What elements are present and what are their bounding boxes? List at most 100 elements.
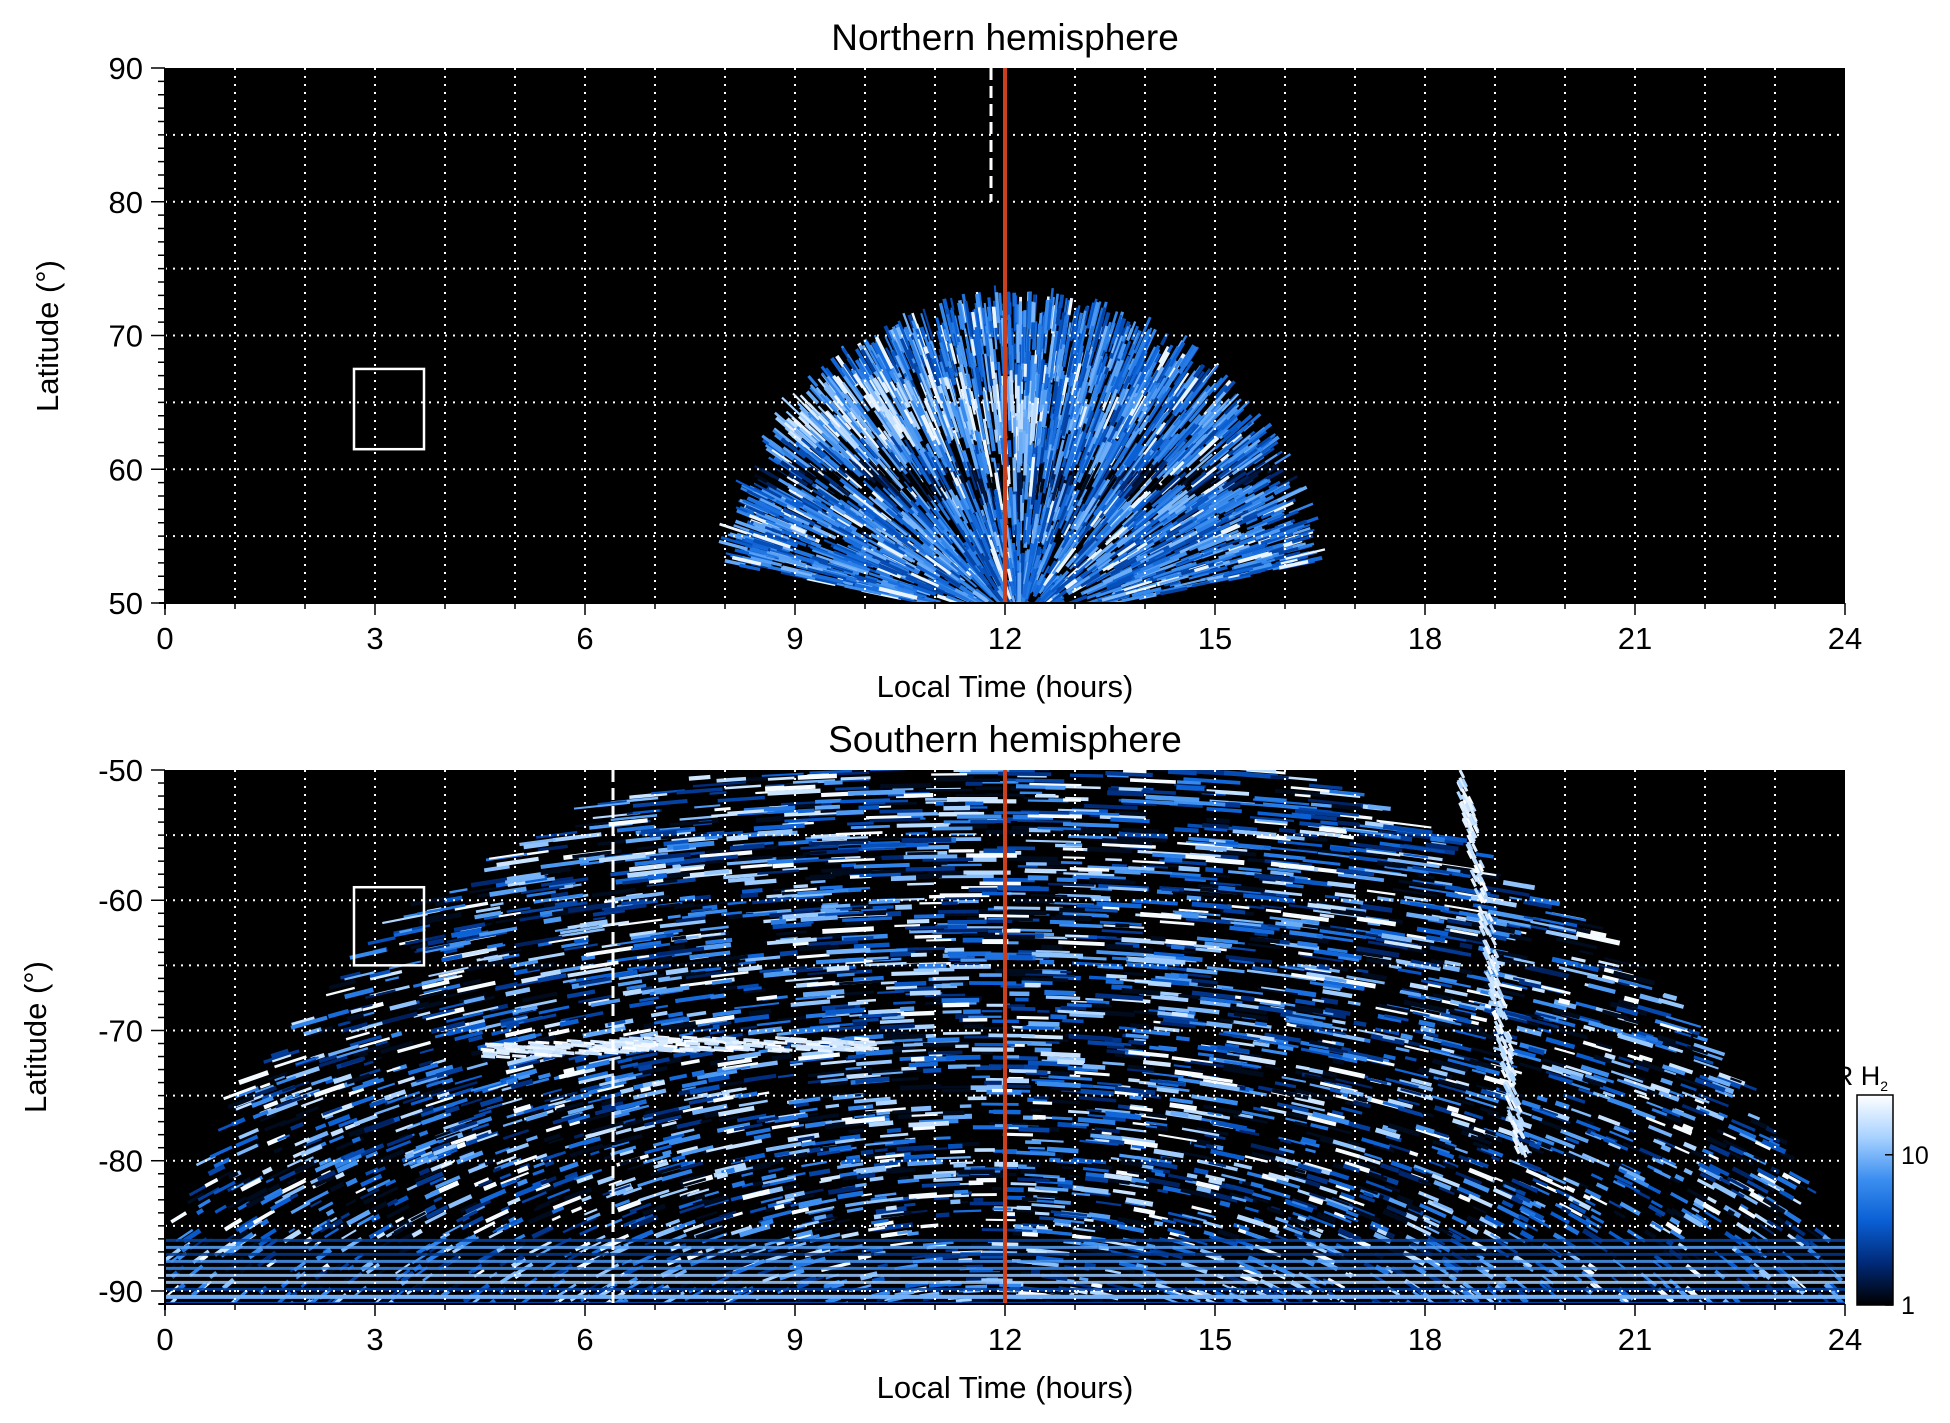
emission-streak — [259, 1113, 277, 1123]
emission-streak — [1084, 1262, 1096, 1269]
emission-streak — [1215, 529, 1239, 542]
emission-streak — [1206, 966, 1245, 974]
emission-streak — [1676, 1306, 1681, 1311]
emission-streak — [1046, 380, 1052, 402]
emission-streak — [1128, 350, 1148, 386]
emission-streak — [1281, 1076, 1307, 1083]
emission-streak — [710, 993, 726, 1000]
emission-streak — [1023, 433, 1029, 476]
emission-streak — [1040, 315, 1046, 352]
emission-streak — [1046, 528, 1056, 546]
emission-streak — [1388, 964, 1402, 970]
emission-streak — [1041, 944, 1063, 951]
emission-streak — [1058, 785, 1101, 790]
emission-streak — [1080, 381, 1090, 405]
emission-streak — [997, 400, 1005, 437]
emission-streak — [1007, 440, 1012, 458]
emission-streak — [1297, 1215, 1307, 1222]
emission-streak — [894, 585, 914, 594]
emission-streak — [806, 939, 859, 947]
emission-streak — [1131, 405, 1151, 436]
emission-streak — [958, 1338, 973, 1340]
emission-streak — [833, 394, 845, 407]
emission-streak — [794, 571, 816, 581]
emission-streak — [633, 1377, 636, 1380]
emission-streak — [855, 402, 882, 436]
emission-streak — [638, 1189, 670, 1202]
emission-streak — [1210, 1149, 1245, 1161]
emission-streak — [1267, 510, 1299, 526]
emission-streak — [1231, 495, 1267, 516]
emission-streak — [1022, 481, 1025, 503]
emission-streak — [1082, 515, 1111, 549]
emission-streak — [899, 424, 912, 440]
emission-streak — [1106, 568, 1141, 585]
emission-streak — [1119, 577, 1143, 589]
emission-streak — [345, 1031, 370, 1041]
emission-streak — [476, 1133, 498, 1143]
emission-streak — [840, 366, 856, 387]
emission-streak — [780, 460, 814, 485]
emission-streak — [895, 384, 907, 403]
emission-streak — [768, 442, 786, 456]
emission-streak — [1786, 1308, 1790, 1313]
emission-streak — [1436, 1149, 1455, 1160]
emission-streak — [246, 1415, 247, 1420]
emission-streak — [543, 916, 562, 925]
emission-streak — [1058, 374, 1066, 398]
emission-streak — [876, 463, 889, 477]
emission-streak — [794, 554, 819, 565]
emission-streak — [846, 1368, 855, 1374]
emission-streak — [888, 1046, 916, 1053]
emission-streak — [1058, 294, 1065, 309]
emission-streak — [794, 548, 815, 559]
emission-streak — [1207, 1382, 1213, 1389]
emission-streak — [888, 408, 905, 433]
emission-streak — [1326, 1112, 1345, 1121]
emission-streak — [897, 496, 911, 510]
emission-streak — [809, 429, 830, 449]
emission-streak — [1148, 1009, 1166, 1013]
emission-streak — [738, 1099, 768, 1108]
emission-streak — [739, 563, 761, 572]
emission-streak — [729, 1319, 741, 1326]
emission-streak — [1097, 425, 1110, 446]
emission-streak — [1561, 1150, 1577, 1160]
emission-streak — [1279, 519, 1308, 533]
emission-streak — [1213, 384, 1228, 400]
emission-streak — [1156, 571, 1181, 582]
emission-streak — [1524, 964, 1570, 979]
emission-streak — [888, 399, 906, 428]
emission-streak — [961, 293, 972, 337]
emission-streak — [1037, 609, 1059, 616]
emission-streak — [937, 518, 950, 533]
emission-streak — [976, 453, 989, 491]
emission-streak — [400, 1108, 423, 1120]
emission-streak — [850, 529, 866, 541]
emission-streak — [1543, 1341, 1548, 1347]
emission-streak — [820, 462, 834, 475]
emission-streak — [1102, 396, 1120, 430]
emission-streak — [937, 606, 962, 611]
emission-streak — [717, 795, 765, 803]
emission-streak — [989, 388, 995, 412]
emission-streak — [801, 1160, 828, 1168]
emission-streak — [1713, 1416, 1715, 1423]
emission-streak — [1123, 523, 1153, 546]
emission-streak — [898, 546, 925, 564]
emission-streak — [1067, 297, 1074, 316]
emission-streak — [1188, 534, 1204, 545]
emission-streak — [845, 534, 870, 549]
emission-streak — [1250, 1143, 1287, 1156]
emission-streak — [1131, 587, 1162, 598]
emission-streak — [1194, 1144, 1207, 1149]
emission-streak — [1083, 598, 1098, 603]
emission-streak — [1091, 406, 1104, 435]
emission-streak — [1274, 788, 1327, 798]
emission-streak — [1063, 1240, 1082, 1246]
emission-streak — [753, 1133, 772, 1141]
emission-streak — [961, 399, 973, 431]
emission-streak — [860, 378, 872, 395]
emission-streak — [1095, 586, 1123, 598]
emission-streak — [809, 546, 849, 562]
